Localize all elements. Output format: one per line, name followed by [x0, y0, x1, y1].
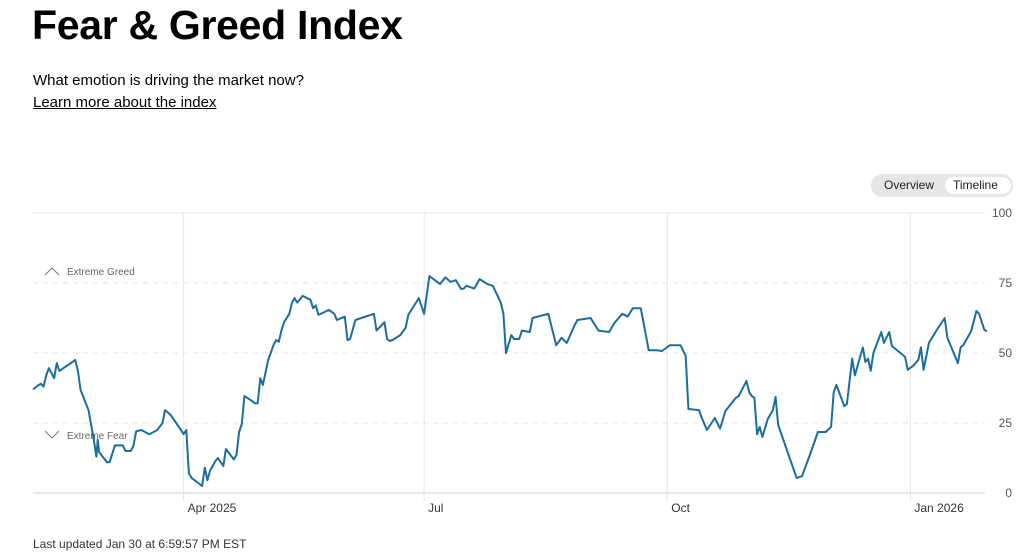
y-tick-label: 100: [992, 206, 1012, 220]
page-subtitle: What emotion is driving the market now?: [33, 72, 304, 89]
y-tick-label: 75: [999, 276, 1013, 290]
y-tick-label: 50: [999, 346, 1013, 360]
toggle-timeline[interactable]: Timeline: [945, 177, 1011, 194]
chevron-down-icon: [44, 430, 60, 439]
zone-label: Extreme Fear: [67, 431, 128, 442]
x-tick-label: Oct: [671, 501, 690, 515]
zone-label: Extreme Greed: [67, 267, 135, 278]
learn-more-link[interactable]: Learn more about the index: [33, 94, 217, 111]
y-tick-label: 25: [999, 416, 1013, 430]
page-title: Fear & Greed Index: [32, 2, 403, 48]
last-updated: Last updated Jan 30 at 6:59:57 PM EST: [33, 537, 247, 551]
view-toggle: Overview Timeline: [871, 174, 1013, 197]
x-tick-label: Apr 2025: [188, 501, 237, 515]
chevron-up-icon: [44, 267, 60, 276]
index-line: [32, 275, 988, 487]
x-tick-label: Jan 2026: [914, 501, 964, 515]
x-tick-label: Jul: [428, 501, 443, 515]
y-tick-label: 0: [1005, 486, 1012, 500]
toggle-overview[interactable]: Overview: [884, 178, 935, 192]
